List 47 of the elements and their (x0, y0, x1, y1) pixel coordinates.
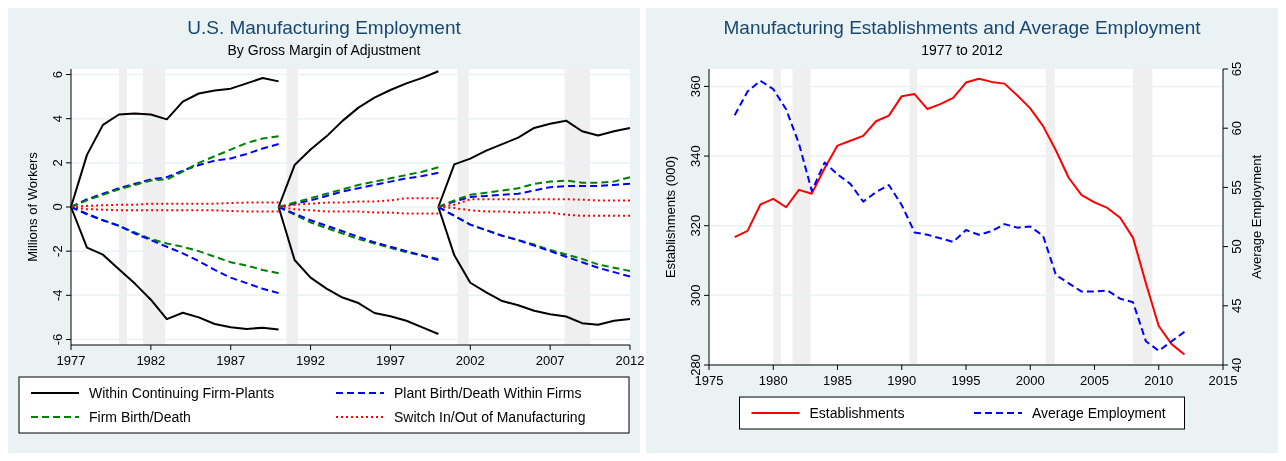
y2-axis-title: Average Employment (1249, 154, 1264, 280)
y-tick-label: 4 (50, 115, 65, 123)
y-tick-label: 0 (50, 203, 65, 211)
x-tick-label: 2002 (455, 353, 485, 368)
x-tick-label: 1992 (296, 353, 326, 368)
chart-title: U.S. Manufacturing Employment (187, 17, 462, 38)
x-tick-label: 1997 (375, 353, 405, 368)
y-axis-title: Establishments (000) (663, 155, 678, 279)
x-tick-label: 1995 (951, 373, 981, 388)
y2-tick-label: 45 (1229, 298, 1244, 314)
y-tick-label: 360 (688, 75, 703, 98)
x-tick-label: 1990 (887, 373, 917, 388)
y-axis-title: Millions of Workers (25, 151, 40, 262)
x-tick-label: 2015 (1208, 373, 1238, 388)
y-tick-label: 280 (688, 354, 703, 376)
legend-label: Switch In/Out of Manufacturing (394, 409, 586, 425)
x-tick-label: 2012 (615, 353, 645, 368)
y2-tick-label: 40 (1229, 357, 1244, 373)
y2-tick-label: 60 (1229, 120, 1244, 136)
x-tick-label: 2005 (1080, 373, 1109, 388)
y-tick-label: 300 (688, 284, 703, 307)
y2-tick-label: 50 (1229, 239, 1244, 254)
legend-label: Plant Birth/Death Within Firms (394, 385, 582, 401)
x-tick-label: 1982 (136, 353, 166, 368)
y-tick-label: -4 (50, 289, 65, 302)
legend-label: Average Employment (1032, 405, 1166, 421)
y2-tick-label: 65 (1229, 61, 1244, 77)
y-tick-label: 340 (688, 145, 703, 167)
chart-subtitle: By Gross Margin of Adjustment (227, 42, 421, 58)
y-tick-label: -2 (50, 245, 65, 257)
x-tick-label: 2000 (1015, 373, 1045, 388)
y-tick-label: 2 (50, 159, 65, 167)
legend-label: Within Continuing Firm-Plants (89, 385, 275, 401)
x-tick-label: 1987 (216, 353, 246, 368)
x-tick-label: 1977 (56, 353, 86, 368)
chart-title: Manufacturing Establishments and Average Employment (723, 17, 1202, 38)
x-tick-label: 1980 (758, 373, 788, 388)
x-tick-label: 1985 (823, 373, 852, 388)
x-tick-label: 2010 (1144, 373, 1174, 388)
legend-label: Establishments (809, 405, 905, 421)
y-tick-label: 6 (50, 70, 65, 79)
y-tick-label: 320 (688, 214, 703, 237)
x-tick-label: 2007 (535, 353, 565, 368)
y2-tick-label: 55 (1229, 180, 1244, 195)
chart-subtitle: 1977 to 2012 (921, 42, 1004, 58)
y-tick-label: -6 (50, 333, 65, 346)
legend-label: Firm Birth/Death (89, 409, 191, 425)
